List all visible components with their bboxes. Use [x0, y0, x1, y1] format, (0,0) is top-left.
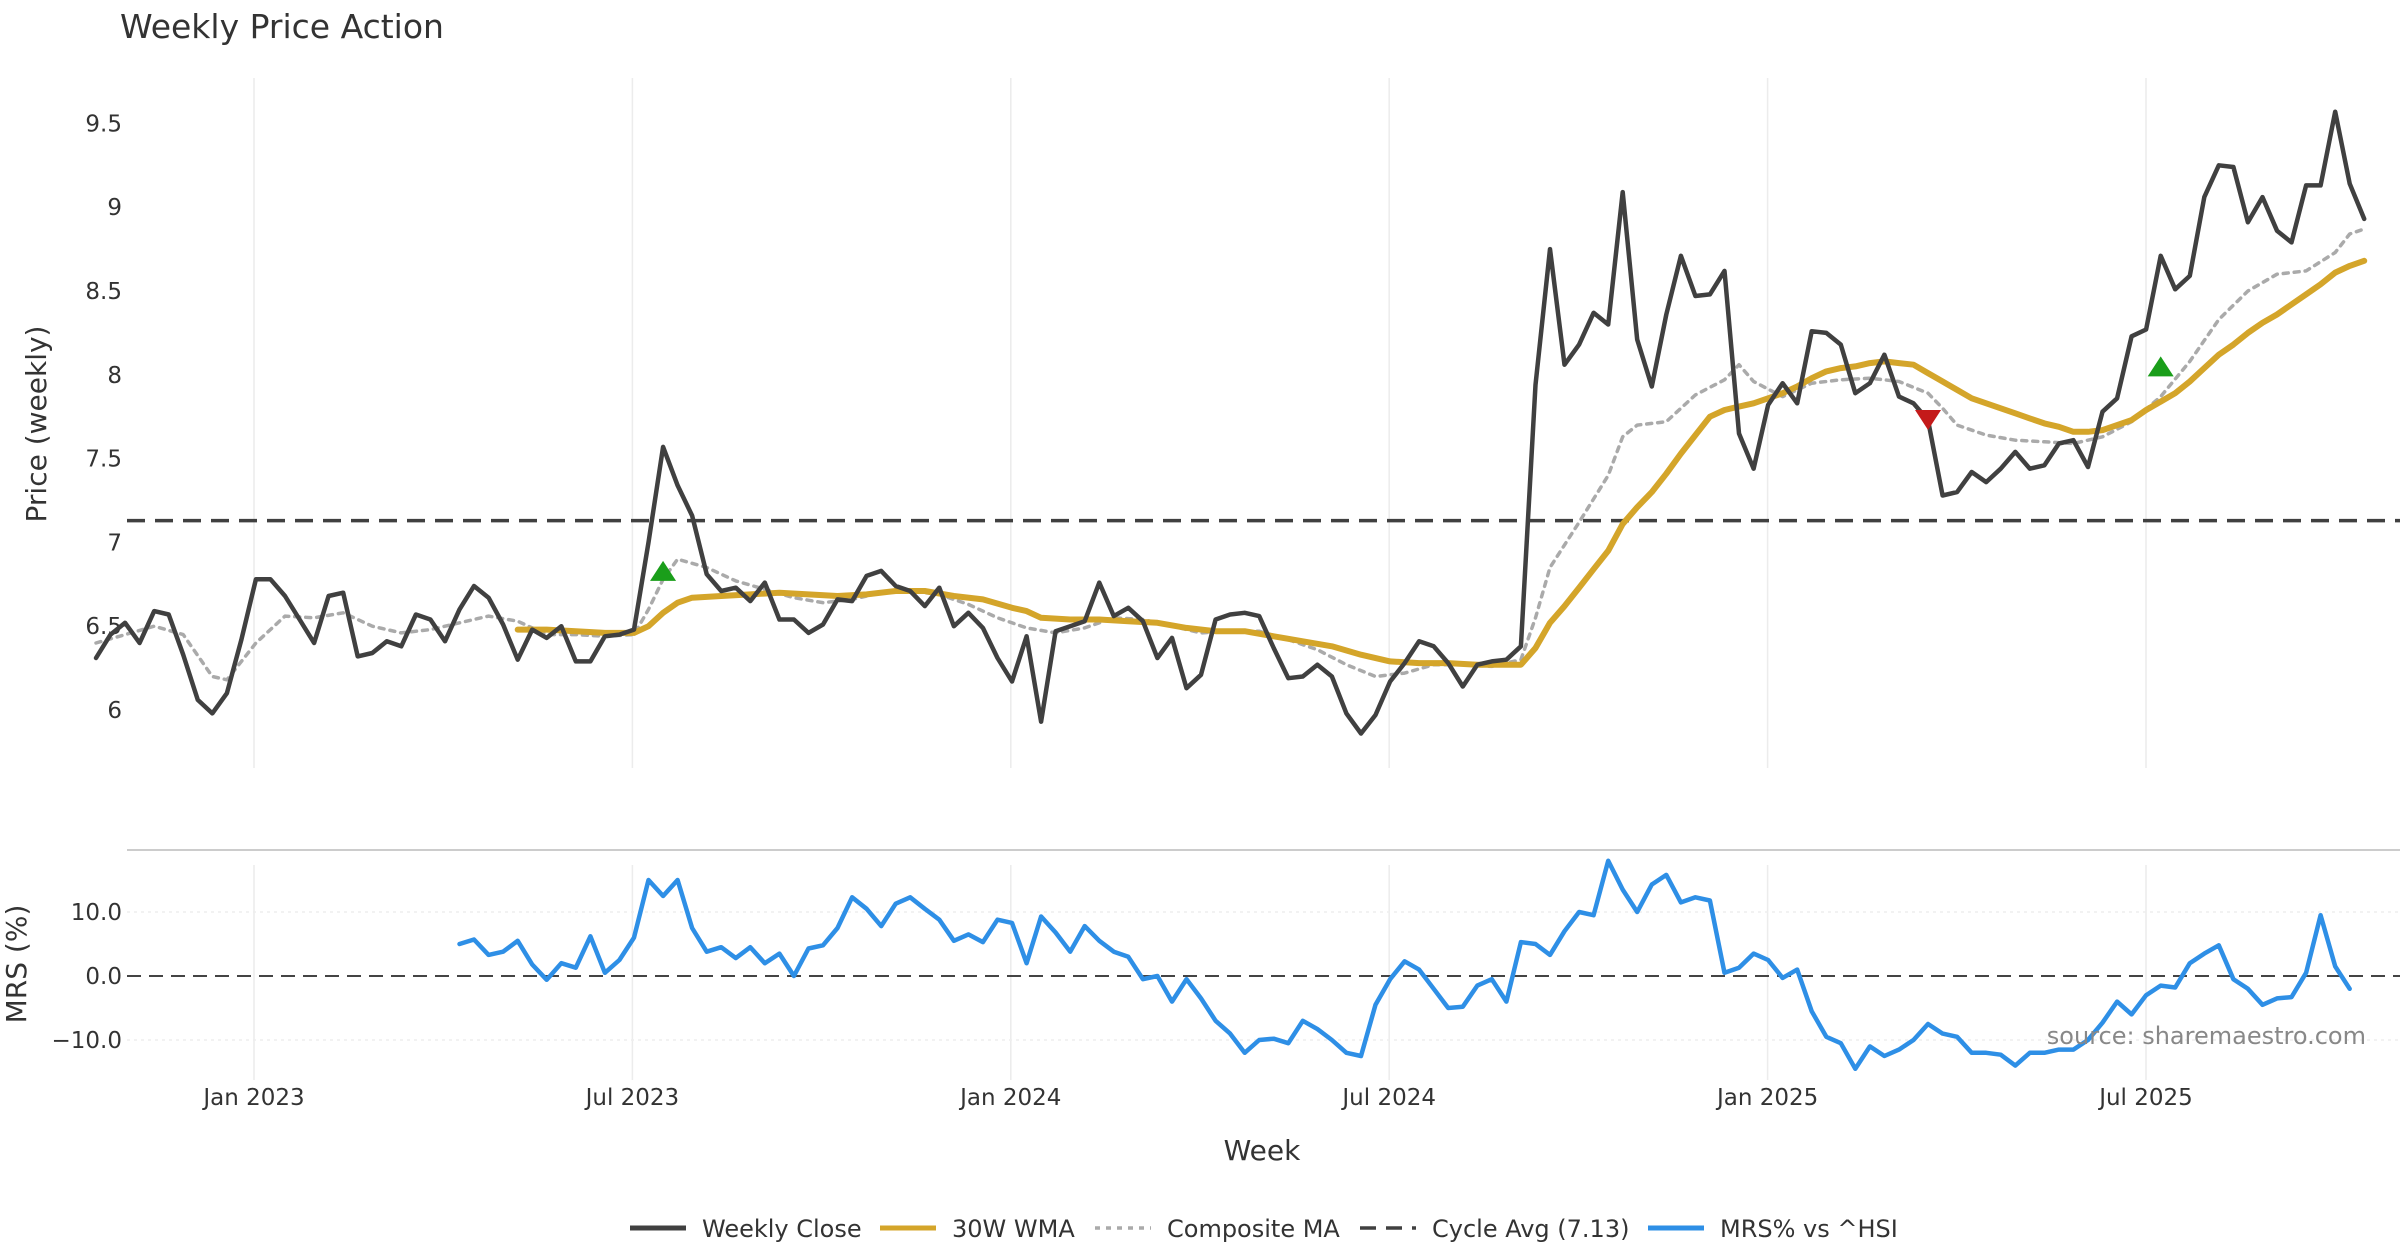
mrs-y-axis-label: MRS (%): [0, 905, 33, 1024]
chart-title: Weekly Price Action: [120, 7, 444, 46]
mrs-series: [457, 858, 2352, 1072]
price-y-tick-label: 7.5: [85, 447, 122, 473]
legend: Weekly Close 30W WMA Composite MA Cycle Avg…: [630, 1215, 1898, 1243]
legend-label: MRS% vs ^HSI: [1720, 1215, 1898, 1243]
mrs-y-tick-label: 0.0: [85, 964, 122, 990]
buy-signal-marker: [2147, 356, 2174, 377]
signal-markers: [650, 356, 2174, 581]
mrs-y-tick-label: 10.0: [71, 900, 122, 926]
price-y-tick-label: 8: [107, 363, 122, 389]
x-ticks: Jan 2023 Jul 2023 Jan 2024 Jul 2024 Jan 2025…: [201, 1085, 2192, 1111]
legend-label: 30W WMA: [952, 1215, 1075, 1243]
x-tick-label: Jan 2023: [201, 1085, 304, 1111]
x-tick-label: Jul 2025: [2097, 1085, 2193, 1111]
series-composite-ma: [94, 227, 2366, 682]
price-y-tick-label: 9: [107, 195, 122, 221]
legend-label: Composite MA: [1167, 1215, 1340, 1243]
sell-signal-marker: [1915, 410, 1942, 431]
price-y-tick-label: 9.5: [85, 111, 122, 137]
price-y-axis-label: Price (weekly): [20, 326, 53, 523]
price-y-ticks: 66.577.588.599.5: [85, 111, 122, 724]
mrs-y-tick-label: −10.0: [52, 1028, 122, 1054]
series-30w-wma: [514, 257, 2368, 668]
series-mrs-vs-hsi: [457, 858, 2352, 1072]
x-tick-label: Jan 2024: [958, 1085, 1061, 1111]
x-tick-label: Jan 2025: [1715, 1085, 1818, 1111]
source-note: source: sharemaestro.com: [2047, 1022, 2366, 1050]
price-y-tick-label: 8.5: [85, 279, 122, 305]
price-series: [93, 109, 2368, 736]
mrs-y-ticks: 10.0 0.0 −10.0: [52, 900, 122, 1054]
x-tick-label: Jul 2024: [1340, 1085, 1436, 1111]
buy-signal-marker: [650, 560, 677, 581]
price-panel-gridlines: [253, 78, 2147, 768]
price-y-tick-label: 7: [107, 530, 122, 556]
x-tick-label: Jul 2023: [584, 1085, 680, 1111]
legend-label: Weekly Close: [702, 1215, 862, 1243]
legend-label: Cycle Avg (7.13): [1432, 1215, 1629, 1243]
series-weekly-close: [93, 109, 2367, 736]
price-y-tick-label: 6: [107, 698, 122, 724]
x-axis-label: Week: [1224, 1134, 1301, 1167]
